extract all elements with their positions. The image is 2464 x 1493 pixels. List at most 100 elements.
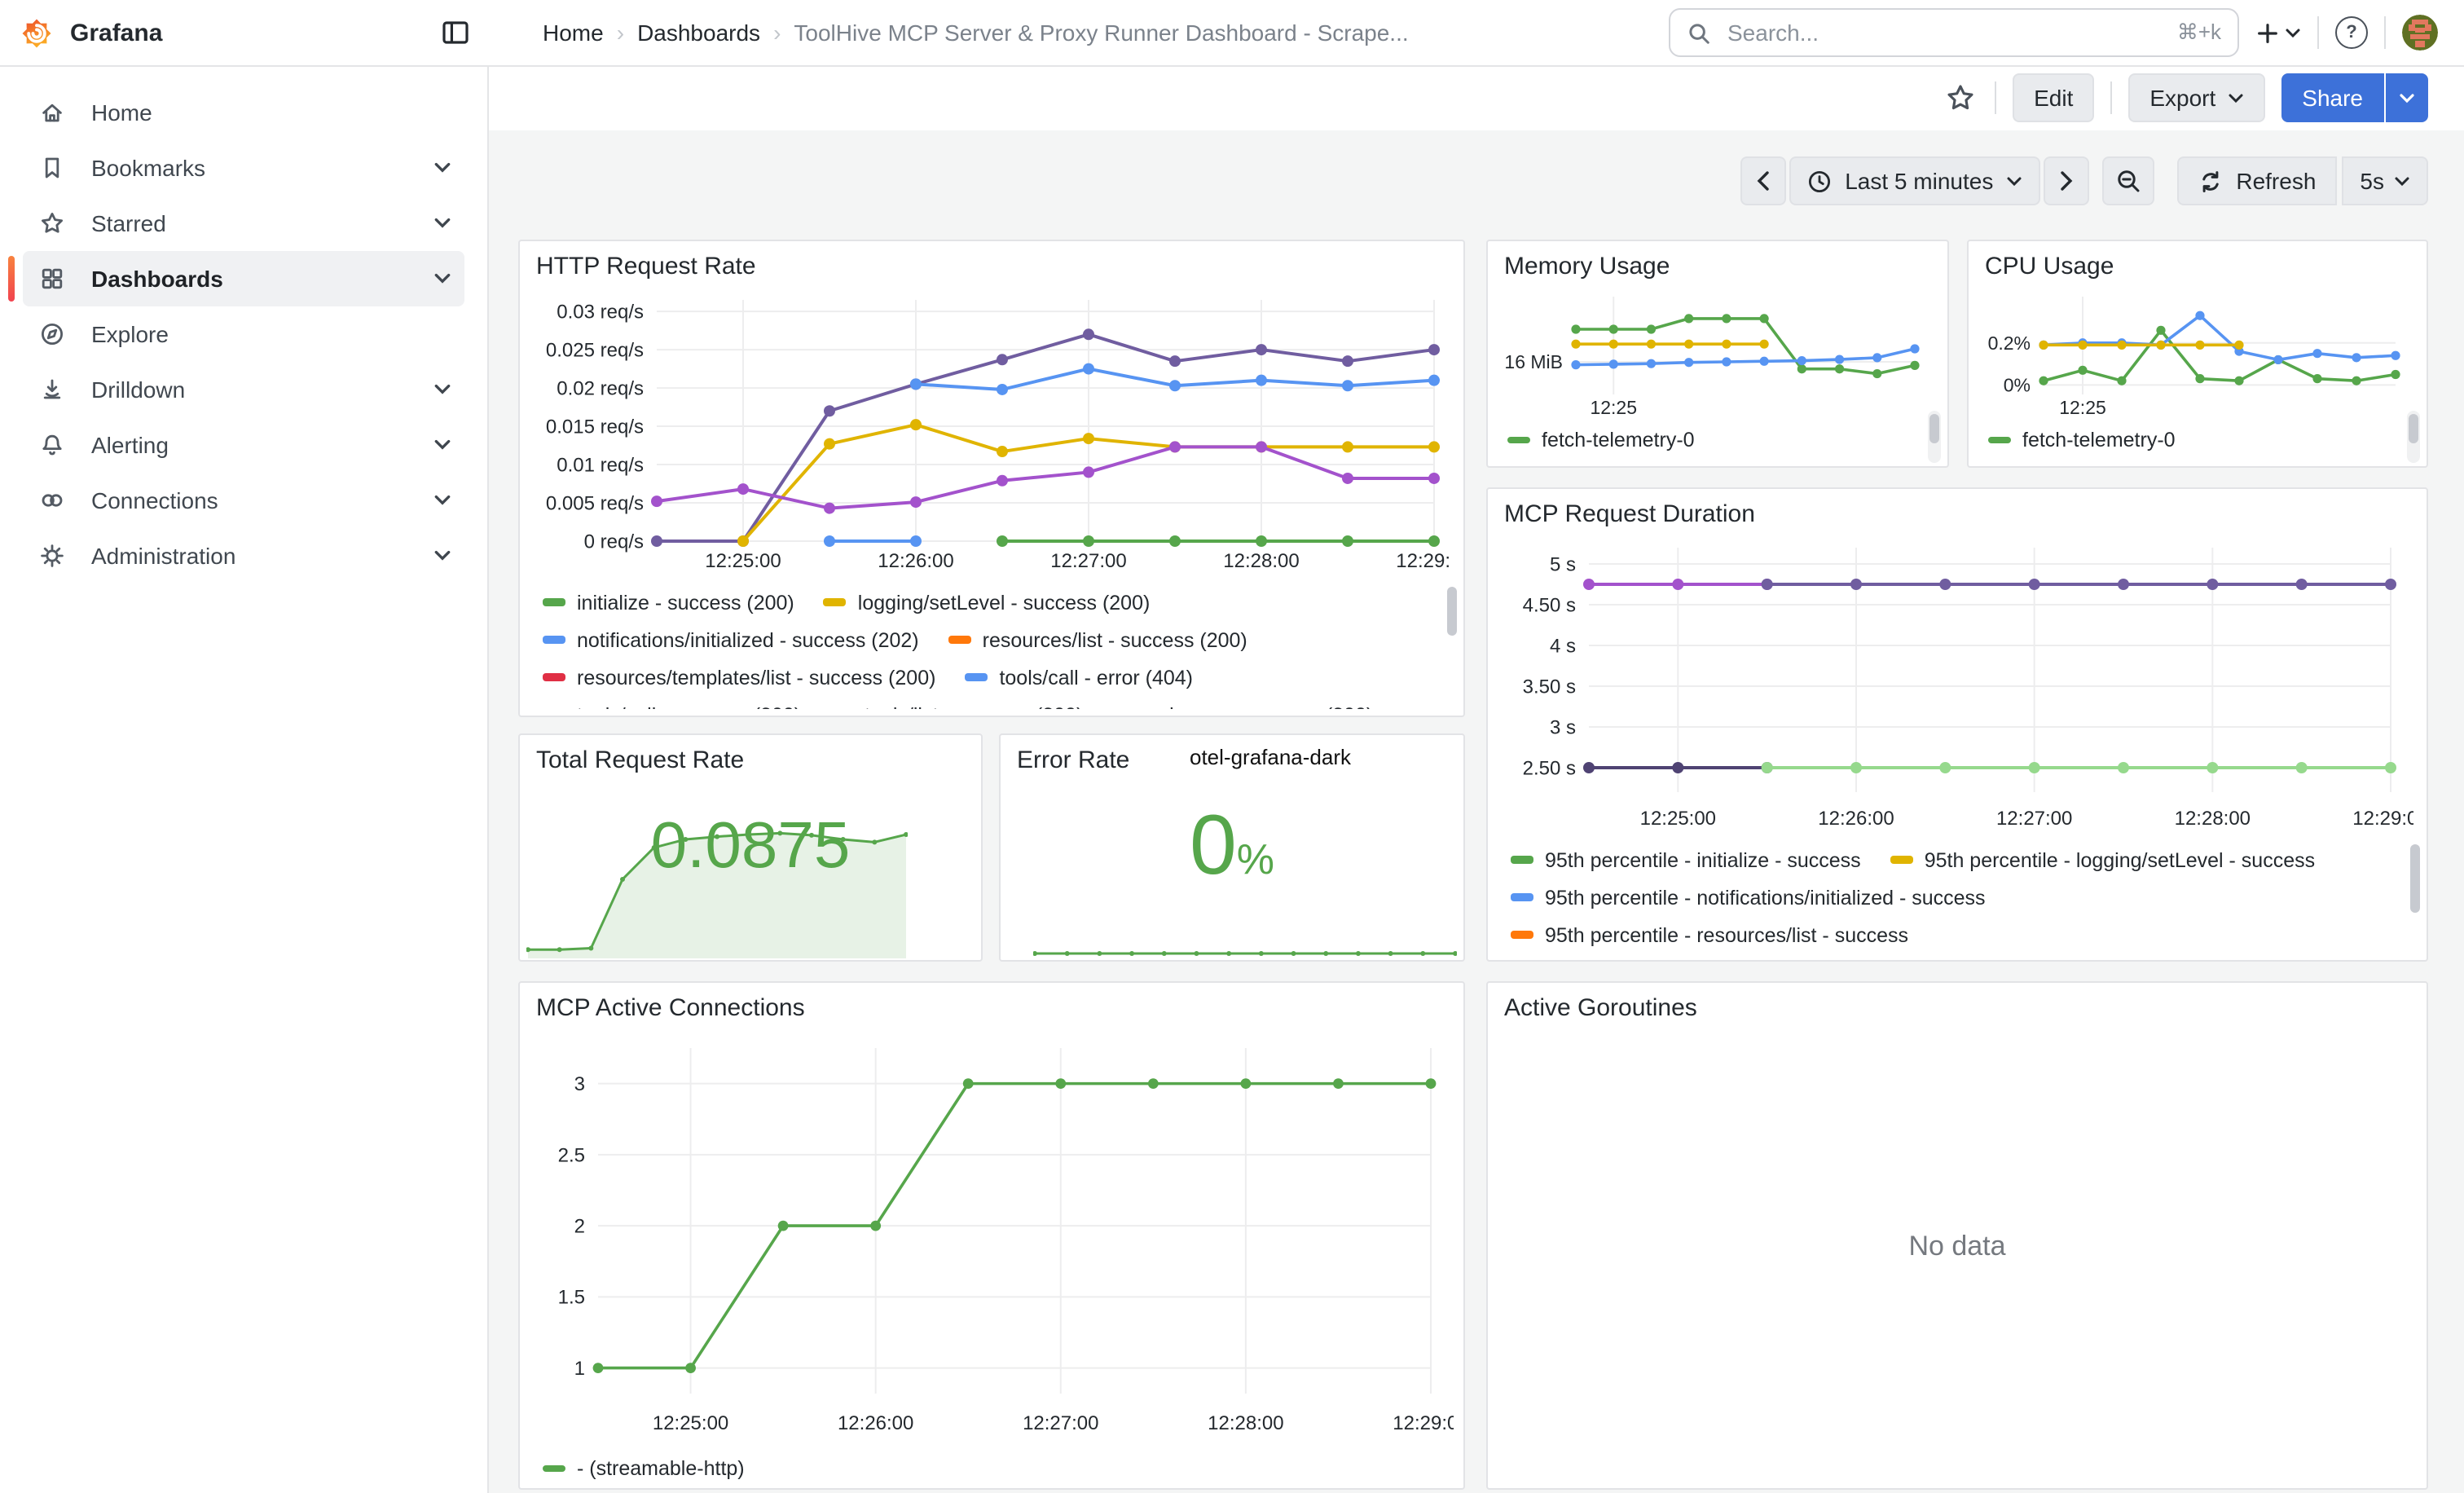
legend-item[interactable]: 95th percentile - resources/list - succe… bbox=[1511, 923, 1908, 946]
legend-item[interactable]: notifications/initialized - success (202… bbox=[543, 628, 919, 651]
legend-scrollbar[interactable] bbox=[2409, 414, 2418, 443]
panel-title[interactable]: MCP Request Duration bbox=[1504, 500, 1755, 528]
legend-item[interactable]: initialize - success (200) bbox=[543, 591, 794, 614]
share-menu-button[interactable] bbox=[2386, 73, 2428, 122]
refresh-icon bbox=[2198, 169, 2223, 193]
time-shift-back-button[interactable] bbox=[1740, 156, 1786, 205]
legend-item[interactable]: - (streamable-http) bbox=[543, 1457, 745, 1480]
search-input[interactable] bbox=[1724, 18, 2164, 47]
legend-item[interactable]: tools/call - success (200) bbox=[543, 703, 801, 709]
http-request-rate-chart[interactable]: 12:25:0012:26:0012:27:0012:28:0012:29:00… bbox=[533, 287, 1450, 577]
mcp-active-connections-chart[interactable]: 12:25:0012:26:0012:27:0012:28:0012:29:00… bbox=[533, 1032, 1454, 1439]
legend-item[interactable]: 95th percentile - initialize - success bbox=[1511, 848, 1861, 871]
panel-title[interactable]: Memory Usage bbox=[1504, 253, 1670, 280]
mcp-request-duration-chart[interactable]: 12:25:0012:26:0012:27:0012:28:0012:29:00… bbox=[1501, 535, 2413, 835]
legend-item[interactable]: unknown - success (200) bbox=[1112, 703, 1373, 709]
sidebar-item-label: Drilldown bbox=[91, 377, 433, 403]
panel-title[interactable]: MCP Active Connections bbox=[536, 994, 805, 1022]
chevron-down-icon bbox=[2285, 27, 2301, 38]
legend-item[interactable]: logging/setLevel - success (200) bbox=[824, 591, 1151, 614]
breadcrumb-home[interactable]: Home bbox=[543, 20, 604, 46]
top-nav: Grafana Home › Dashboards › ToolHive MCP… bbox=[0, 0, 2464, 67]
legend-label: fetch-telemetry-0 bbox=[1542, 429, 1695, 451]
memory-usage-chart[interactable]: 12:2516 MiB bbox=[1498, 284, 1931, 424]
drilldown-icon bbox=[39, 377, 65, 403]
refresh-button[interactable]: Refresh bbox=[2177, 156, 2337, 205]
time-range-picker[interactable]: Last 5 minutes bbox=[1789, 156, 2040, 205]
sidebar-item-label: Dashboards bbox=[91, 266, 433, 292]
svg-text:0.005 req/s: 0.005 req/s bbox=[546, 492, 644, 514]
sidebar-item-dashboards[interactable]: Dashboards bbox=[23, 251, 464, 306]
cpu-usage-chart[interactable]: 12:250%0.2% bbox=[1978, 284, 2412, 424]
panel-title[interactable]: Error Rate bbox=[1017, 746, 1129, 774]
legend-label: tools/call - success (200) bbox=[577, 703, 801, 709]
legend-scrollbar[interactable] bbox=[1929, 414, 1939, 443]
sidebar-item-connections[interactable]: Connections bbox=[23, 473, 464, 528]
legend-swatch bbox=[543, 1465, 565, 1473]
legend-label: resources/list - success (200) bbox=[983, 628, 1247, 651]
sidebar-item-label: Administration bbox=[91, 543, 433, 569]
sidebar-item-drilldown[interactable]: Drilldown bbox=[23, 362, 464, 417]
dashboard-canvas: Last 5 minutes Refresh 5s bbox=[489, 130, 2464, 1493]
svg-text:12:28:00: 12:28:00 bbox=[2175, 808, 2251, 830]
legend-item[interactable]: resources/list - success (200) bbox=[948, 628, 1247, 651]
legend-item[interactable]: tools/call - error (404) bbox=[965, 666, 1193, 689]
legend-scrollbar[interactable] bbox=[2410, 844, 2420, 913]
sidebar-item-explore[interactable]: Explore bbox=[23, 306, 464, 362]
svg-text:12:27:00: 12:27:00 bbox=[1996, 808, 2072, 830]
grafana-logo-icon[interactable] bbox=[20, 15, 54, 50]
panel-title[interactable]: CPU Usage bbox=[1985, 253, 2114, 280]
legend-item[interactable]: 95th percentile - notifications/initiali… bbox=[1511, 886, 1986, 909]
favorite-star-icon[interactable] bbox=[1946, 83, 1975, 112]
legend-swatch bbox=[1988, 437, 2011, 444]
time-shift-forward-button[interactable] bbox=[2044, 156, 2089, 205]
user-avatar[interactable] bbox=[2402, 15, 2438, 51]
svg-text:12:25:00: 12:25:00 bbox=[705, 550, 781, 572]
legend-item[interactable]: fetch-telemetry-0 bbox=[1988, 429, 2176, 451]
sidebar-item-starred[interactable]: Starred bbox=[23, 196, 464, 251]
nav-left: Grafana bbox=[0, 15, 489, 50]
chevron-down-icon bbox=[2227, 92, 2243, 103]
legend-scrollbar[interactable] bbox=[1447, 587, 1457, 636]
svg-text:0.025 req/s: 0.025 req/s bbox=[546, 339, 644, 361]
sidebar-item-label: Starred bbox=[91, 210, 433, 236]
search-box[interactable]: ⌘+k bbox=[1669, 8, 2239, 57]
svg-text:5 s: 5 s bbox=[1550, 553, 1576, 575]
sidebar-toggle-icon[interactable] bbox=[442, 20, 469, 46]
legend-item[interactable]: fetch-telemetry-0 bbox=[1507, 429, 1695, 451]
sidebar-item-alerting[interactable]: Alerting bbox=[23, 417, 464, 473]
legend-label: unknown - success (200) bbox=[1146, 703, 1373, 709]
svg-text:2.50 s: 2.50 s bbox=[1523, 757, 1576, 779]
sidebar-item-administration[interactable]: Administration bbox=[23, 528, 464, 584]
legend-item[interactable]: tools/list - success (200) bbox=[830, 703, 1083, 709]
sidebar-item-label: Explore bbox=[91, 321, 451, 347]
legend-item[interactable]: resources/templates/list - success (200) bbox=[543, 666, 935, 689]
panel-title[interactable]: HTTP Request Rate bbox=[536, 253, 756, 280]
clock-icon bbox=[1807, 169, 1832, 193]
panel-cpu-usage: CPU Usage 12:250%0.2% fetch-telemetry-0 bbox=[1967, 240, 2428, 468]
svg-text:12:25:00: 12:25:00 bbox=[653, 1412, 728, 1434]
sidebar-item-label: Connections bbox=[91, 487, 433, 513]
dashboard-actions-bar: Edit Export Share bbox=[489, 65, 2464, 132]
zoom-out-button[interactable] bbox=[2102, 156, 2154, 205]
refresh-interval-picker[interactable]: 5s bbox=[2342, 156, 2428, 205]
panel-active-goroutines: Active Goroutines No data bbox=[1486, 981, 2428, 1490]
help-button[interactable]: ? bbox=[2335, 16, 2368, 49]
star-icon bbox=[39, 210, 65, 236]
share-button[interactable]: Share bbox=[2281, 73, 2384, 122]
legend-swatch bbox=[1511, 894, 1533, 901]
chevron-down-icon bbox=[433, 272, 451, 285]
legend-swatch bbox=[1511, 931, 1533, 939]
breadcrumb-dashboards[interactable]: Dashboards bbox=[637, 20, 760, 46]
edit-button[interactable]: Edit bbox=[2013, 73, 2094, 122]
sidebar-item-home[interactable]: Home bbox=[23, 85, 464, 140]
sidebar-item-label: Bookmarks bbox=[91, 155, 433, 181]
sidebar-item-bookmarks[interactable]: Bookmarks bbox=[23, 140, 464, 196]
legend-item[interactable]: 95th percentile - logging/setLevel - suc… bbox=[1890, 848, 2315, 871]
panel-title[interactable]: Active Goroutines bbox=[1504, 994, 1697, 1022]
export-button[interactable]: Export bbox=[2128, 73, 2264, 122]
divider bbox=[1995, 81, 1996, 114]
panel-title[interactable]: Total Request Rate bbox=[536, 746, 744, 774]
add-new-button[interactable] bbox=[2255, 20, 2301, 45]
time-controls: Last 5 minutes Refresh 5s bbox=[1740, 156, 2428, 205]
